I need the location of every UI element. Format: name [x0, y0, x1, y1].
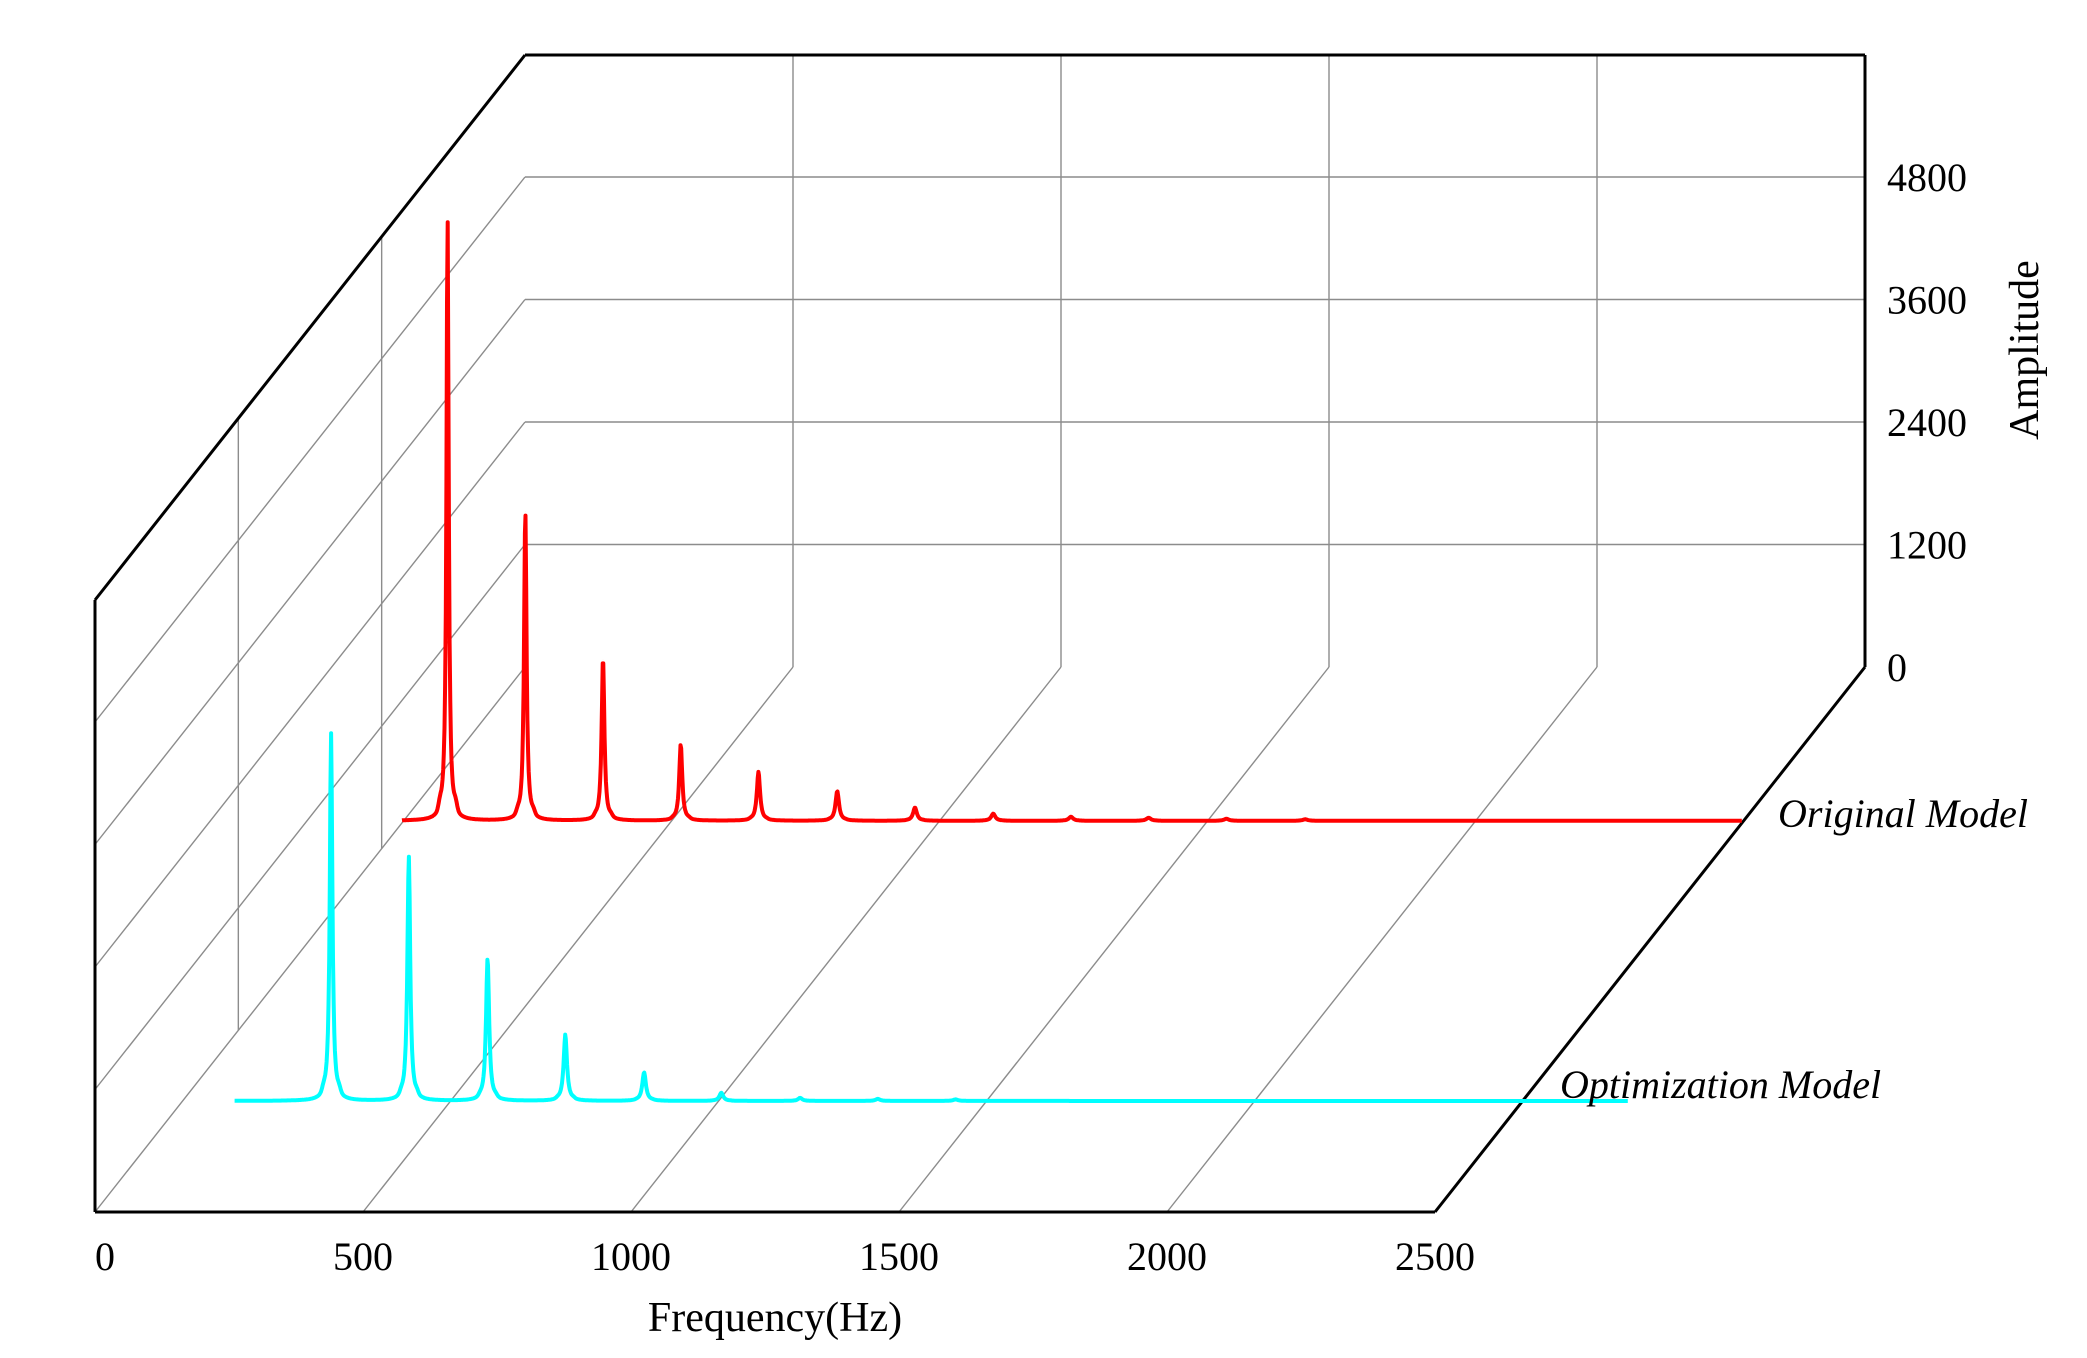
x-tick-label: 1000 [591, 1234, 671, 1279]
y-axis-label: Amplitude [2002, 260, 2048, 440]
y-tick-label: 2400 [1887, 400, 1967, 445]
grid-line-leftwall-2400 [94, 421, 526, 968]
x-tick-label: 2500 [1395, 1234, 1475, 1279]
series-line-original [400, 220, 1744, 823]
y-tick-label: 0 [1887, 645, 1907, 690]
grid-line-floor-500 [362, 666, 794, 1213]
frame-top-left-edge [93, 54, 527, 601]
frame-layer [93, 53, 1867, 1214]
grid-layer [94, 55, 1865, 1213]
series-layer [233, 220, 1744, 1103]
grid-line-floor-1500 [898, 666, 1330, 1213]
grid-line-floor-2000 [1166, 666, 1598, 1213]
x-tick-label: 0 [95, 1234, 115, 1279]
series-label-optimization: Optimization Model [1560, 1062, 1881, 1107]
x-tick-label: 1500 [859, 1234, 939, 1279]
grid-line-leftwall-1200 [94, 544, 526, 1090]
x-tick-label: 2000 [1127, 1234, 1207, 1279]
label-layer: Frequency(Hz) Amplitude Original Model O… [95, 155, 2048, 1341]
grid-line-floor-1000 [630, 666, 1062, 1213]
frame-floor-right-edge [1433, 666, 1867, 1213]
grid-line-leftwall-4800 [94, 176, 526, 723]
series-line-optimization [233, 731, 1630, 1103]
grid-line-leftwall-3600 [94, 299, 526, 845]
y-tick-label: 3600 [1887, 278, 1967, 323]
y-tick-label: 4800 [1887, 155, 1967, 200]
y-tick-label: 1200 [1887, 523, 1967, 568]
x-axis-label: Frequency(Hz) [648, 1295, 902, 1341]
grid-line-floor-0 [94, 666, 526, 1213]
series-label-original: Original Model [1778, 791, 2028, 836]
x-tick-label: 500 [333, 1234, 393, 1279]
